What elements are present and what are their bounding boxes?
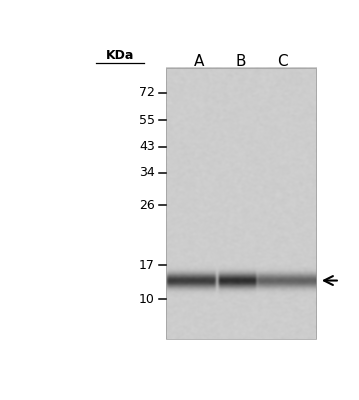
- Text: 26: 26: [139, 198, 155, 212]
- Bar: [166, 68, 316, 339]
- Text: C: C: [278, 54, 288, 69]
- Text: A: A: [194, 54, 205, 69]
- Text: 43: 43: [139, 140, 155, 153]
- Text: KDa: KDa: [106, 49, 134, 62]
- Text: 72: 72: [139, 86, 155, 99]
- Text: B: B: [236, 54, 246, 69]
- Text: 17: 17: [139, 259, 155, 272]
- Text: 55: 55: [139, 114, 155, 127]
- Text: 10: 10: [139, 292, 155, 306]
- Text: 34: 34: [139, 166, 155, 179]
